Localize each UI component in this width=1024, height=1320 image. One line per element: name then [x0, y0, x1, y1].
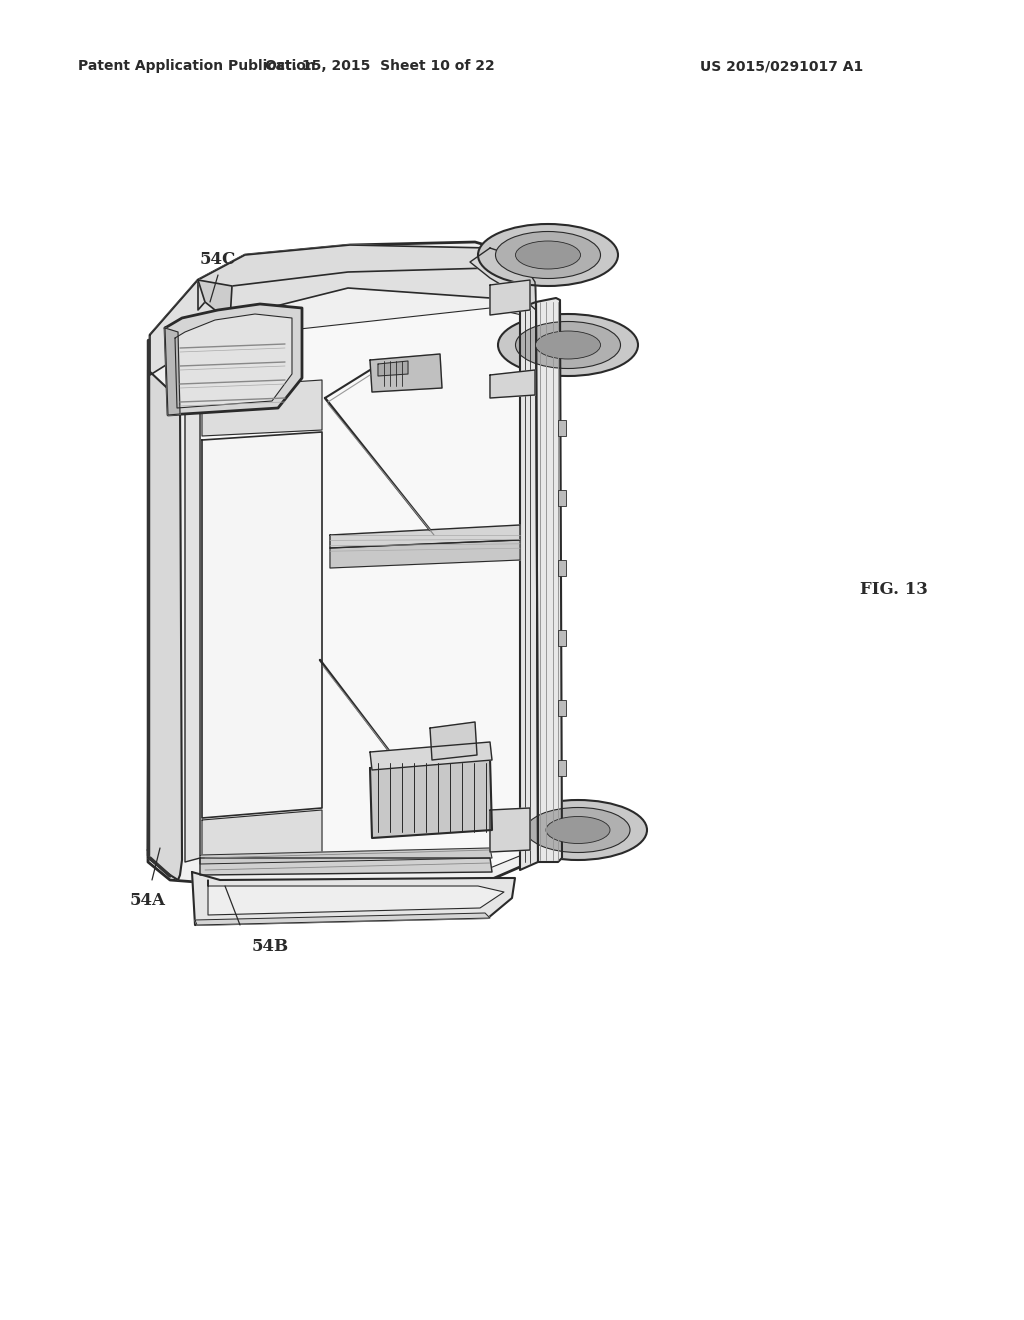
Text: 54C: 54C — [200, 251, 237, 268]
Ellipse shape — [515, 322, 621, 368]
Text: Patent Application Publication: Patent Application Publication — [78, 59, 315, 73]
Polygon shape — [165, 327, 180, 414]
Text: US 2015/0291017 A1: US 2015/0291017 A1 — [700, 59, 863, 73]
Polygon shape — [198, 280, 232, 319]
Polygon shape — [200, 308, 522, 870]
Polygon shape — [195, 913, 490, 925]
Bar — [558, 490, 566, 506]
Text: 54B: 54B — [252, 939, 289, 954]
Polygon shape — [536, 298, 562, 862]
Polygon shape — [208, 880, 504, 915]
Polygon shape — [470, 248, 536, 310]
Polygon shape — [330, 525, 520, 548]
Polygon shape — [370, 354, 442, 392]
Polygon shape — [185, 388, 200, 862]
Polygon shape — [165, 304, 302, 414]
Polygon shape — [490, 370, 535, 399]
Ellipse shape — [478, 224, 618, 286]
Polygon shape — [148, 370, 182, 880]
Bar — [558, 560, 566, 576]
Polygon shape — [520, 302, 538, 870]
Polygon shape — [370, 758, 492, 838]
Polygon shape — [330, 540, 520, 568]
Ellipse shape — [536, 331, 600, 359]
Polygon shape — [430, 722, 477, 760]
Polygon shape — [202, 810, 322, 862]
Polygon shape — [370, 742, 492, 770]
Polygon shape — [202, 380, 322, 436]
Polygon shape — [148, 242, 537, 890]
Ellipse shape — [546, 817, 610, 843]
Bar — [558, 760, 566, 776]
Ellipse shape — [515, 242, 581, 269]
Ellipse shape — [526, 808, 630, 853]
Polygon shape — [378, 360, 408, 376]
Polygon shape — [200, 847, 492, 865]
Bar — [558, 420, 566, 436]
Polygon shape — [193, 873, 515, 925]
Ellipse shape — [496, 231, 600, 279]
Bar — [558, 630, 566, 645]
Polygon shape — [202, 432, 322, 818]
Ellipse shape — [498, 314, 638, 376]
Polygon shape — [175, 314, 292, 408]
Text: Oct. 15, 2015  Sheet 10 of 22: Oct. 15, 2015 Sheet 10 of 22 — [265, 59, 495, 73]
Text: FIG. 13: FIG. 13 — [860, 582, 928, 598]
Bar — [558, 700, 566, 715]
Polygon shape — [198, 246, 520, 310]
Polygon shape — [490, 808, 530, 851]
Polygon shape — [200, 858, 492, 875]
Polygon shape — [490, 280, 530, 315]
Polygon shape — [150, 246, 536, 375]
Ellipse shape — [509, 800, 647, 861]
Text: 54A: 54A — [130, 892, 166, 909]
